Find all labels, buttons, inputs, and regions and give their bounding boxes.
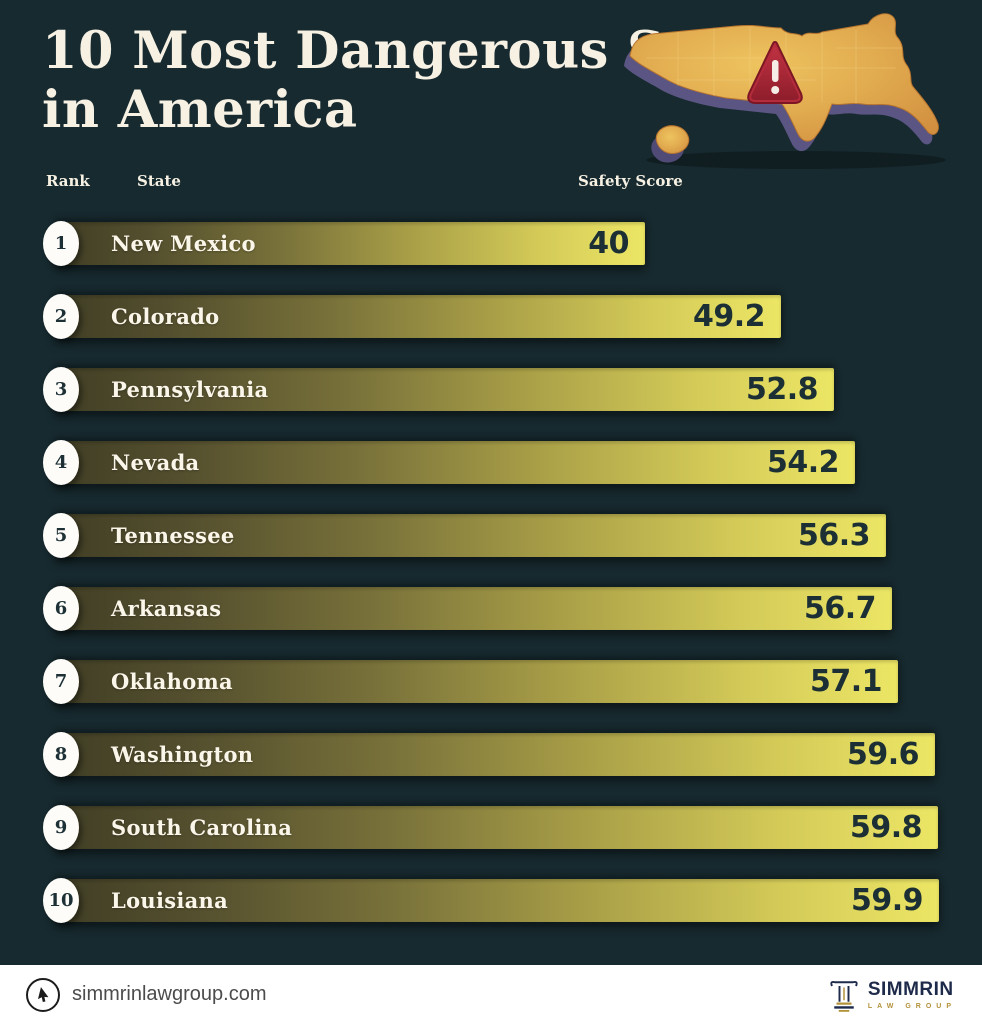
score-bar: Nevada 54.2 [55,441,855,484]
rank-number: 7 [54,671,68,692]
rank-number: 1 [54,233,68,254]
rank-number: 8 [54,744,68,765]
score-bar: Pennsylvania 52.8 [55,368,834,411]
title-line-2: in America [42,80,358,141]
score-value: 59.8 [849,810,923,845]
table-row: New Mexico 40 1 [42,221,940,266]
state-label: Arkansas [111,596,222,621]
logo-name: SIMMRIN [867,978,954,1000]
rows: New Mexico 40 1 Colorado 49.2 2 Pennsylv… [42,221,940,952]
cursor-icon [26,977,60,1012]
score-bar: Arkansas 56.7 [55,587,892,630]
score-bar: Tennessee 56.3 [55,514,886,557]
table-row: Nevada 54.2 4 [42,440,940,485]
score-bar: Oklahoma 57.1 [55,660,898,703]
rank-badge: 5 [43,513,79,558]
column-header-state: State [137,172,181,190]
state-label: Pennsylvania [111,377,269,402]
score-value: 59.9 [850,883,924,918]
score-value: 57.1 [809,664,883,699]
rank-badge: 6 [43,586,79,631]
logo-subtitle: LAW GROUP [867,1002,956,1010]
score-value: 59.6 [846,737,920,772]
website-link[interactable]: simmrinlawgroup.com [72,983,267,1005]
rank-badge: 9 [43,805,79,850]
score-bar: South Carolina 59.8 [55,806,938,849]
rank-badge: 8 [43,732,79,777]
score-bar: Louisiana 59.9 [55,879,939,922]
column-header-rank: Rank [46,172,90,190]
state-label: Tennessee [111,523,235,548]
rank-number: 2 [54,306,68,327]
table-row: Pennsylvania 52.8 3 [42,367,940,412]
state-label: Washington [111,742,254,767]
table-row: Oklahoma 57.1 7 [42,659,940,704]
score-value: 52.8 [745,372,819,407]
state-label: Colorado [111,304,220,329]
table-row: Louisiana 59.9 10 [42,878,940,923]
table-row: Colorado 49.2 2 [42,294,940,339]
rank-badge: 7 [43,659,79,704]
rank-number: 6 [54,598,68,619]
alaska [655,125,690,155]
rank-badge: 3 [43,367,79,412]
state-label: Louisiana [111,888,229,913]
table-row: Washington 59.6 8 [42,732,940,777]
usa-map-3d [624,13,946,169]
rank-badge: 1 [43,221,79,266]
rank-badge: 4 [43,440,79,485]
map-shadow [646,151,946,169]
column-icon [830,980,858,1012]
score-value: 56.7 [803,591,877,626]
warning-triangle-icon [747,41,803,104]
rank-number: 4 [54,452,68,473]
footer-bar: simmrinlawgroup.com SIMMRIN LAW GROUP [0,965,982,1024]
state-label: South Carolina [111,815,293,840]
rank-badge: 2 [43,294,79,339]
state-label: Nevada [111,450,200,475]
rank-number: 3 [54,379,68,400]
score-value: 56.3 [797,518,871,553]
score-bar: Washington 59.6 [55,733,935,776]
usa-map-graphic [616,8,972,174]
table-row: South Carolina 59.8 9 [42,805,940,850]
simmrin-logo: SIMMRIN LAW GROUP [829,977,956,1013]
rank-badge: 10 [43,878,79,923]
table-row: Tennessee 56.3 5 [42,513,940,558]
score-value: 54.2 [766,445,840,480]
rank-number: 9 [54,817,68,838]
state-label: New Mexico [111,231,256,256]
column-header-score: Safety Score [578,172,683,190]
table-row: Arkansas 56.7 6 [42,586,940,631]
logo-text: SIMMRIN LAW GROUP [868,980,956,1010]
score-bar: New Mexico 40 [55,222,645,265]
score-value: 40 [588,226,629,261]
rank-number: 5 [54,525,68,546]
rank-number: 10 [48,890,74,911]
score-bar: Colorado 49.2 [55,295,781,338]
state-label: Oklahoma [111,669,233,694]
score-value: 49.2 [692,299,766,334]
